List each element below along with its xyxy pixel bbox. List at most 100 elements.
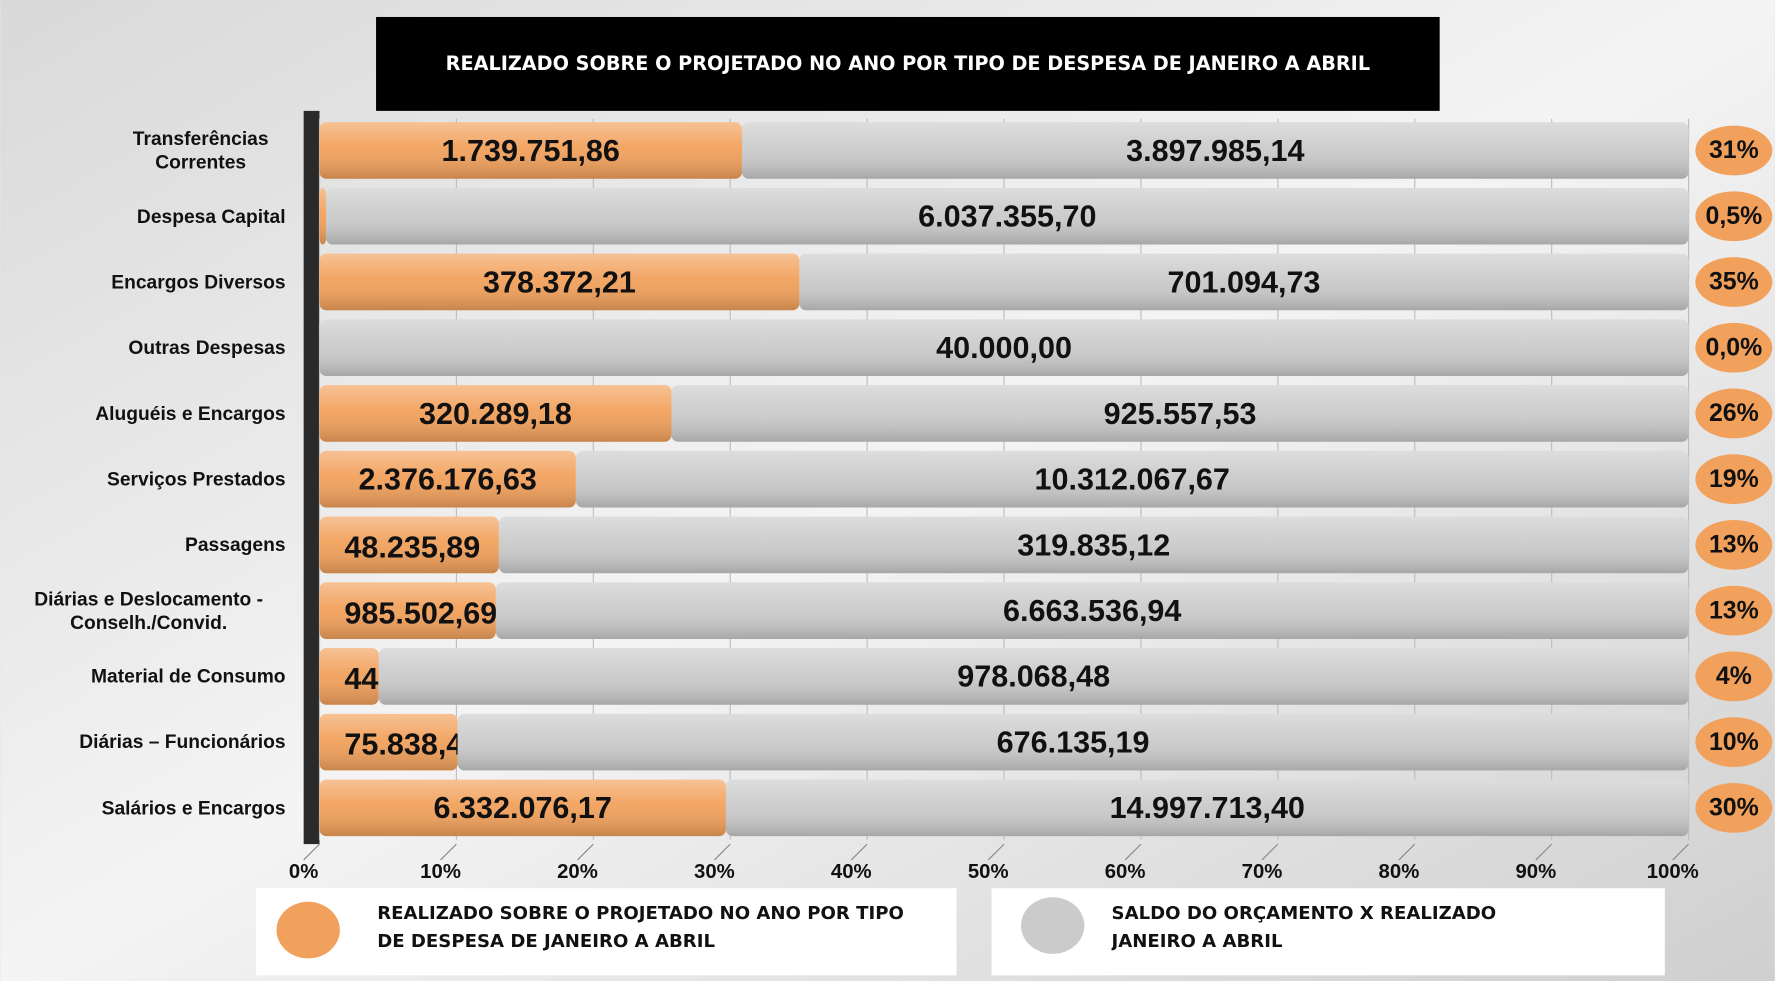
value-label: 676.135,19 [997, 725, 1150, 759]
bar-sheen [799, 253, 1689, 311]
bar-sheen [725, 779, 1689, 837]
bar-sheen [319, 253, 800, 311]
category-label-box: Material de Consumo [91, 665, 286, 688]
share-badge [1695, 388, 1773, 439]
tick-mark [1261, 843, 1279, 861]
axis-wall [303, 110, 320, 845]
value-label: 6.037.355,70 [918, 200, 1096, 234]
value-label: 10.312.067,67 [1035, 463, 1230, 497]
share-badge [1695, 191, 1773, 242]
bar-sheen [319, 122, 742, 179]
value-label: 701.094,73 [1168, 265, 1321, 299]
category-label: Salários e Encargos [101, 797, 286, 819]
bar-sheen [457, 713, 1689, 771]
value-label: 378.372,21 [483, 265, 636, 299]
title-box [376, 16, 1440, 111]
category-label: Encargos Diversos [111, 271, 286, 293]
bar-sheen [319, 319, 1689, 376]
bar-sheen [495, 582, 1689, 639]
value-label: 14.997.713,40 [1110, 791, 1305, 825]
share-label: 19% [1709, 465, 1759, 493]
value-label: 3.897.985,14 [1126, 134, 1304, 168]
share-badge [1695, 520, 1773, 570]
category-label-box: Outras Despesas [128, 336, 286, 359]
x-tick-label: 0% [289, 861, 318, 883]
x-tick-label: 10% [420, 861, 461, 883]
legend-swatch [276, 901, 340, 959]
category-label-box: Transferências Correntes [132, 127, 269, 174]
share-label: 35% [1709, 268, 1759, 296]
category-label: Outras Despesas [128, 336, 286, 359]
category-label-box: Salários e Encargos [101, 797, 286, 819]
category-label: Aluguéis e Encargos [95, 402, 286, 425]
bar-sheen [319, 450, 576, 508]
tick-mark [713, 843, 731, 861]
category-label-box: Diárias e Deslocamento - Conselh./Convid… [34, 588, 264, 634]
share-label: 13% [1709, 531, 1759, 559]
tick-mark [303, 843, 320, 861]
value-label: 925.557,53 [1104, 397, 1257, 431]
share-badge [1695, 125, 1773, 176]
legend-box [256, 888, 957, 976]
share-badge [1695, 717, 1773, 768]
share-label: 13% [1709, 596, 1759, 624]
category-label: Despesa Capital [136, 205, 286, 227]
category-label: Passagens [185, 534, 286, 556]
legend-box [991, 888, 1665, 976]
category-label-box: Encargos Diversos [111, 271, 286, 293]
share-badge [1695, 454, 1773, 505]
tick-mark [850, 843, 868, 861]
legend-label-box: SALDO DO ORÇAMENTO X REALIZADO JANEIRO A… [1111, 901, 1497, 952]
x-tick-label: 20% [557, 861, 598, 883]
value-label: 985.502,69 [344, 596, 497, 630]
category-label: Diárias – Funcionários [79, 731, 286, 753]
value-label: 6.332.076,17 [434, 791, 612, 825]
x-tick-label: 30% [694, 861, 735, 883]
share-label: 10% [1709, 728, 1759, 756]
share-label: 30% [1709, 794, 1759, 822]
bar-sheen [319, 187, 327, 245]
share-badge [1695, 322, 1773, 373]
bar-sheen [741, 122, 1689, 179]
tick-mark [440, 843, 457, 861]
x-tick-label: 90% [1515, 861, 1556, 883]
bar-sheen [319, 582, 496, 639]
bar-sheen [319, 516, 499, 574]
x-tick-label: 80% [1379, 861, 1420, 883]
bar-sheen [326, 187, 1689, 245]
x-tick-label: 60% [1105, 861, 1146, 883]
tick-mark [1535, 843, 1553, 861]
x-tick-label: 50% [968, 861, 1009, 883]
value-label: 40.000,00 [936, 331, 1072, 365]
category-label-box: Aluguéis e Encargos [95, 402, 286, 425]
tick-mark [987, 843, 1005, 861]
share-label: 4% [1716, 662, 1752, 690]
value-label: 319.835,12 [1017, 528, 1170, 562]
category-label-box: Despesa Capital [136, 205, 286, 227]
x-tick-label: 70% [1242, 861, 1283, 883]
category-label: Diárias e Deslocamento - Conselh./Convid… [34, 588, 264, 634]
tick-mark [1672, 843, 1689, 861]
tick-mark [1398, 843, 1416, 861]
category-label: Material de Consumo [91, 665, 286, 688]
share-badge [1695, 585, 1773, 636]
category-label: Serviços Prestados [106, 468, 286, 490]
value-label: 6.663.536,94 [1003, 594, 1181, 628]
legend-label-box: REALIZADO SOBRE O PROJETADO NO ANO POR T… [377, 902, 904, 952]
tick-mark [577, 843, 594, 861]
value-label: 978.068,48 [957, 660, 1110, 694]
share-badge [1695, 782, 1773, 833]
value-label: 2.376.176,63 [359, 463, 537, 497]
value-label: 320.289,18 [419, 397, 572, 431]
share-badge [1695, 257, 1773, 307]
bar-sheen [319, 648, 379, 705]
bar-sheen [575, 450, 1689, 508]
chart-title: REALIZADO SOBRE O PROJETADO NO ANO POR T… [446, 52, 1370, 75]
legend-label: SALDO DO ORÇAMENTO X REALIZADO JANEIRO A… [1111, 901, 1497, 952]
bar-sheen [498, 516, 1689, 574]
x-tick-label: 100% [1647, 861, 1699, 883]
category-label: Transferências Correntes [132, 127, 269, 174]
category-label-box: Serviços Prestados [106, 468, 286, 490]
